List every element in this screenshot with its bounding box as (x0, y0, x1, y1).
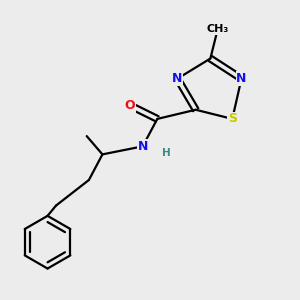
Text: CH₃: CH₃ (207, 24, 229, 34)
Text: N: N (137, 140, 148, 153)
Text: H: H (162, 148, 171, 158)
Text: S: S (228, 112, 237, 125)
Text: N: N (172, 72, 183, 85)
Text: O: O (124, 99, 135, 112)
Text: N: N (236, 72, 247, 85)
